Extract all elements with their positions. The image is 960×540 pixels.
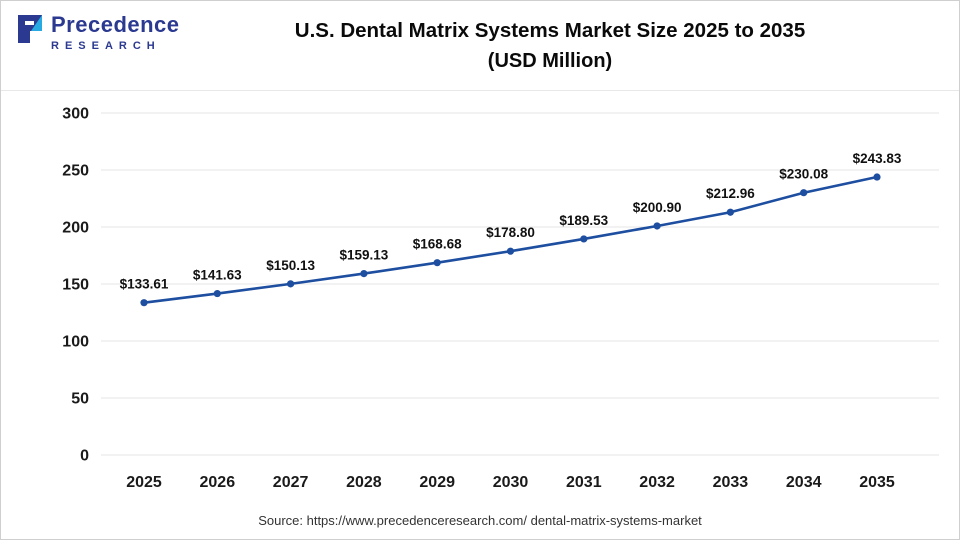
data-point bbox=[433, 259, 441, 267]
x-axis-tick-label: 2035 bbox=[859, 474, 895, 491]
y-axis-tick-label: 200 bbox=[62, 220, 89, 237]
data-label: $159.13 bbox=[339, 248, 388, 263]
data-point bbox=[213, 289, 221, 298]
chart-title-line1: U.S. Dental Matrix Systems Market Size 2… bbox=[294, 19, 806, 42]
data-label: $141.63 bbox=[193, 268, 242, 283]
data-point bbox=[360, 269, 368, 278]
data-point bbox=[726, 208, 735, 216]
y-axis-tick-label: 300 bbox=[62, 106, 89, 123]
precedence-logo-mark bbox=[18, 15, 42, 43]
data-point bbox=[653, 222, 661, 230]
y-axis-tick-label: 250 bbox=[62, 163, 89, 180]
precedence-research-logo: Precedence RESEARCH bbox=[15, 12, 180, 53]
x-axis-tick-label: 2034 bbox=[786, 474, 822, 491]
x-axis-tick-label: 2030 bbox=[493, 474, 529, 491]
data-label: $189.53 bbox=[559, 213, 608, 228]
chart-title-block: U.S. Dental Matrix Systems Market Size 2… bbox=[1, 1, 959, 75]
data-label: $168.68 bbox=[413, 237, 462, 252]
data-label: $150.13 bbox=[266, 258, 315, 273]
y-axis-tick-label: 100 bbox=[62, 334, 89, 351]
x-axis-tick-label: 2029 bbox=[419, 474, 455, 491]
x-axis-tick-label: 2032 bbox=[639, 474, 675, 491]
source-text: Source: https://www.precedenceresearch.c… bbox=[258, 513, 702, 528]
x-axis-tick-label: 2033 bbox=[713, 474, 749, 491]
data-label: $212.96 bbox=[706, 186, 755, 201]
x-axis-tick-label: 2031 bbox=[566, 474, 602, 491]
data-point bbox=[287, 280, 295, 288]
data-label: $178.80 bbox=[486, 225, 535, 240]
x-axis-tick-label: 2027 bbox=[273, 474, 309, 491]
x-axis-tick-label: 2025 bbox=[126, 474, 162, 491]
x-axis-tick-label: 2026 bbox=[200, 474, 236, 491]
y-axis-tick-label: 0 bbox=[80, 448, 89, 465]
data-label: $200.90 bbox=[633, 200, 682, 215]
data-point bbox=[506, 247, 515, 255]
header: Precedence RESEARCH U.S. Dental Matrix S… bbox=[1, 1, 959, 91]
data-label: $243.83 bbox=[853, 151, 902, 166]
x-axis-tick-label: 2028 bbox=[346, 474, 382, 491]
y-axis-tick-label: 150 bbox=[62, 277, 89, 294]
data-point bbox=[800, 189, 808, 197]
data-label: $133.61 bbox=[120, 277, 169, 292]
market-size-line-chart: 0 50 100 150 200 250 300 2025 2026 2027 2028 2029 20… bbox=[62, 106, 939, 491]
y-axis-tick-label: 50 bbox=[71, 391, 89, 408]
data-point bbox=[873, 173, 881, 181]
data-point bbox=[580, 235, 588, 243]
chart-title-line2: (USD Million) bbox=[487, 49, 613, 72]
data-label: $230.08 bbox=[779, 167, 828, 182]
logo-text: Precedence RESEARCH bbox=[51, 12, 180, 53]
logo-name: Precedence bbox=[51, 12, 180, 37]
logo-subname: RESEARCH bbox=[51, 40, 161, 53]
data-point bbox=[140, 299, 148, 307]
